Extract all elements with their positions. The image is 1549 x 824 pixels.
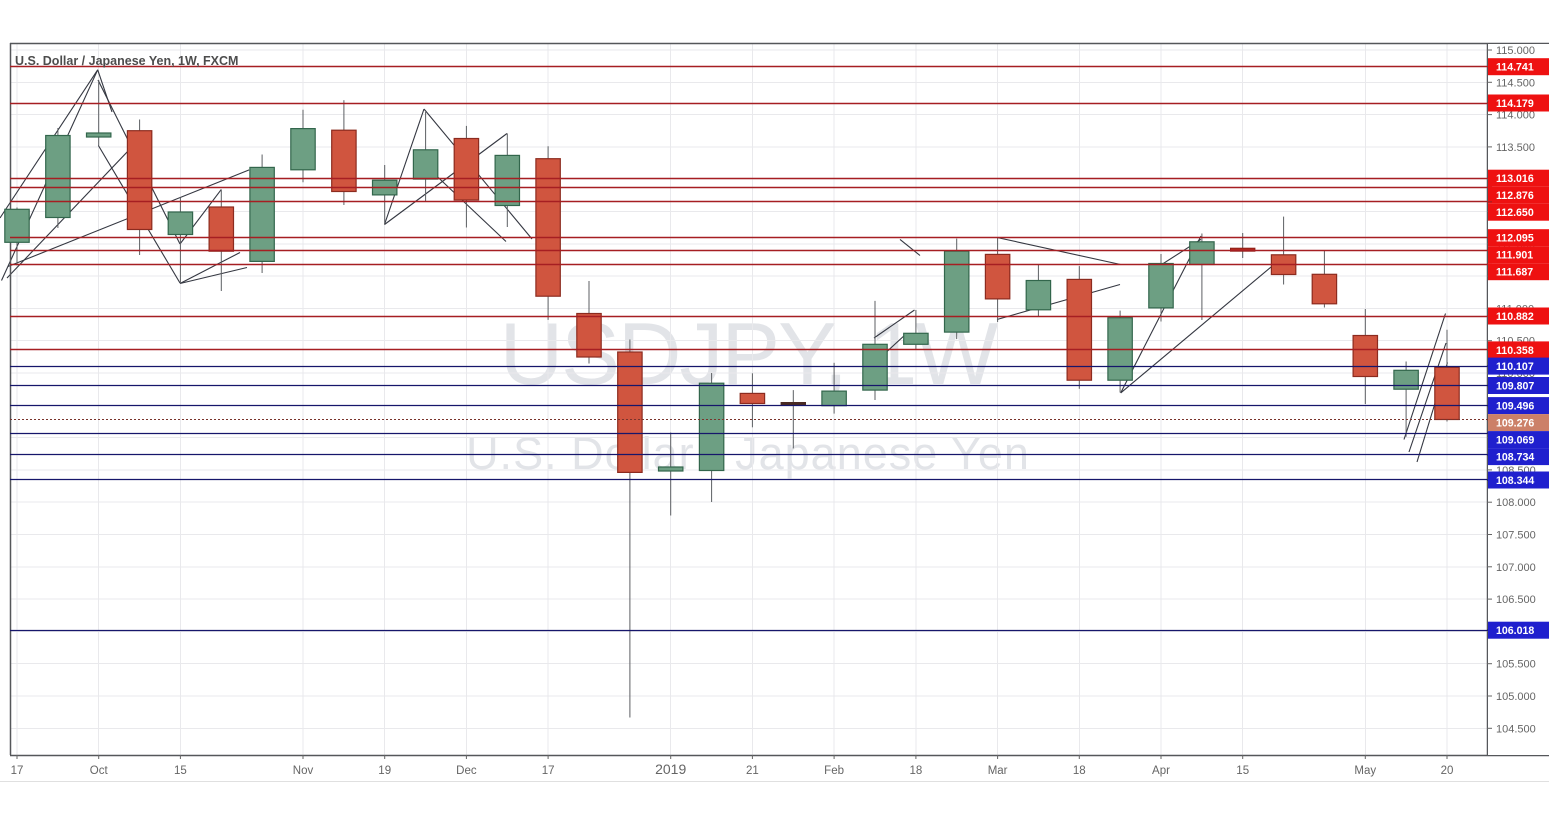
svg-text:111.687: 111.687 (1496, 267, 1533, 279)
svg-text:Mar: Mar (988, 765, 1008, 777)
svg-text:112.650: 112.650 (1496, 207, 1534, 219)
svg-text:20: 20 (1441, 765, 1454, 777)
svg-text:108.344: 108.344 (1496, 475, 1534, 487)
svg-text:109.496: 109.496 (1496, 401, 1534, 413)
svg-text:105.500: 105.500 (1496, 659, 1536, 671)
svg-text:18: 18 (1073, 765, 1086, 777)
svg-text:U.S. Dollar / Japanese Yen, 1W: U.S. Dollar / Japanese Yen, 1W, FXCM (15, 54, 238, 68)
svg-text:Dec: Dec (456, 765, 477, 777)
svg-text:113.500: 113.500 (1496, 142, 1535, 154)
svg-text:Apr: Apr (1152, 765, 1170, 777)
svg-text:110.107: 110.107 (1496, 361, 1534, 373)
svg-text:109.069: 109.069 (1496, 435, 1534, 447)
svg-text:Nov: Nov (293, 765, 314, 777)
svg-text:109.807: 109.807 (1496, 381, 1534, 393)
svg-text:109.276: 109.276 (1496, 418, 1534, 430)
svg-text:110.358: 110.358 (1496, 345, 1534, 357)
svg-text:114.000: 114.000 (1496, 110, 1535, 122)
svg-text:15: 15 (1236, 765, 1249, 777)
svg-text:U.S. Dollar / Japanese Yen: U.S. Dollar / Japanese Yen (466, 428, 1030, 479)
svg-text:21: 21 (746, 765, 759, 777)
svg-text:USDJPY, 1W: USDJPY, 1W (500, 304, 999, 403)
svg-text:114.179: 114.179 (1496, 98, 1534, 110)
svg-text:112.876: 112.876 (1496, 190, 1534, 202)
svg-text:106.500: 106.500 (1496, 594, 1536, 606)
svg-text:19: 19 (378, 765, 391, 777)
svg-text:107.500: 107.500 (1496, 530, 1536, 542)
svg-text:108.734: 108.734 (1496, 452, 1534, 464)
svg-text:104.500: 104.500 (1496, 723, 1536, 735)
svg-text:2019: 2019 (655, 761, 686, 777)
svg-text:17: 17 (542, 765, 555, 777)
svg-text:18: 18 (910, 765, 923, 777)
svg-text:105.000: 105.000 (1496, 691, 1536, 703)
svg-text:112.095: 112.095 (1496, 233, 1534, 245)
svg-text:114.741: 114.741 (1496, 62, 1534, 74)
svg-text:110.882: 110.882 (1496, 311, 1534, 323)
svg-text:113.016: 113.016 (1496, 173, 1534, 185)
svg-text:15: 15 (174, 765, 187, 777)
svg-text:111.901: 111.901 (1496, 250, 1533, 262)
svg-text:115.000: 115.000 (1496, 45, 1535, 57)
svg-text:Oct: Oct (90, 765, 109, 777)
svg-text:106.018: 106.018 (1496, 625, 1534, 637)
svg-text:17: 17 (11, 765, 24, 777)
svg-text:108.000: 108.000 (1496, 497, 1536, 509)
svg-text:Feb: Feb (824, 765, 844, 777)
svg-text:114.500: 114.500 (1496, 77, 1535, 89)
svg-text:May: May (1354, 765, 1376, 777)
svg-text:107.000: 107.000 (1496, 562, 1536, 574)
